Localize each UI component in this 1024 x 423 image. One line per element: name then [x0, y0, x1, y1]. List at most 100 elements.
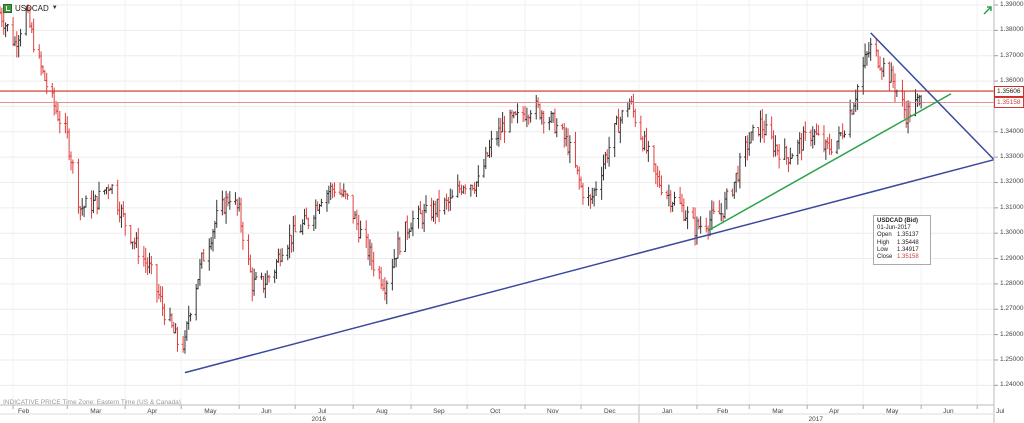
ohlc-bar — [424, 195, 428, 214]
ohlc-bar — [84, 195, 88, 208]
ohlc-bar — [673, 191, 676, 206]
ohlc-bar — [162, 303, 166, 326]
ohlc-bar — [917, 94, 921, 106]
ohlc-bar — [829, 138, 833, 155]
ohlc-bar — [58, 110, 62, 134]
ohlc-bar — [136, 227, 140, 264]
trend-line — [184, 158, 995, 374]
chart-type-icon — [3, 3, 12, 13]
month-label: Jun — [261, 408, 272, 415]
ohlc-bar — [869, 37, 873, 61]
month-label: Oct — [490, 408, 501, 415]
year-label: 2016 — [311, 416, 326, 423]
ohlc-bar — [123, 212, 127, 236]
price-label: 1.34000 — [1000, 127, 1024, 135]
trend-lines — [184, 32, 995, 374]
ohlc-bar — [346, 193, 350, 200]
ohlc-bar — [176, 326, 179, 352]
ohlc-bar — [502, 115, 506, 144]
ohlc-bar — [555, 118, 559, 138]
symbol-label: USDCAD — [15, 3, 49, 13]
month-label: Nov — [547, 408, 559, 415]
info-row-high: High 1.35448 — [877, 239, 919, 246]
ohlc-bar — [476, 165, 480, 187]
ohlc-bar — [254, 271, 258, 281]
month-label: Jul — [318, 408, 327, 415]
ohlc-bar — [777, 144, 781, 169]
month-label: May — [204, 408, 217, 415]
month-label: Sep — [433, 408, 445, 415]
ohlc-bar — [5, 23, 9, 32]
month-label: Jul — [996, 408, 1005, 415]
ohlc-bar — [332, 182, 336, 198]
ohlc-bar — [542, 110, 546, 134]
ohlc-bar — [489, 130, 493, 158]
ohlc-bar — [398, 236, 402, 255]
month-label: Apr — [147, 408, 158, 415]
ohlc-bar — [803, 121, 807, 141]
year-label: 2017 — [808, 416, 823, 423]
ohlc-bar — [411, 210, 415, 237]
trend-line — [707, 93, 952, 232]
month-label: Jan — [661, 408, 673, 415]
price-label: 1.39000 — [1000, 1, 1024, 8]
price-label: 1.24000 — [1000, 381, 1024, 389]
horizontal-levels — [0, 90, 994, 103]
ohlc-bar — [215, 199, 219, 228]
ohlc-bar — [843, 130, 847, 138]
ohlc-info-box: USDCAD (Bid) 01-Jun-2017 Open 1.35137 Hi… — [873, 215, 931, 265]
chevron-down-icon[interactable]: ▼ — [51, 5, 58, 11]
ohlc-bar — [437, 189, 441, 222]
ohlc-bar — [581, 182, 585, 205]
ohlc-bar — [202, 249, 206, 262]
ohlc-bar — [228, 191, 232, 210]
price-label: 1.36000 — [1000, 77, 1024, 85]
ohlc-bars — [0, 4, 923, 354]
ohlc-bar — [908, 101, 912, 123]
price-label: 1.31000 — [1000, 203, 1024, 211]
axes — [0, 0, 995, 423]
info-row-close: Close 1.35158 — [877, 254, 919, 261]
price-label: 1.38000 — [1000, 26, 1024, 34]
ohlc-bar — [189, 312, 193, 322]
plot-area — [0, 0, 994, 400]
ohlc-bar — [516, 103, 520, 124]
price-disclaimer: INDICATIVE PRICE Time Zone: Eastern Time… — [3, 399, 181, 406]
ohlc-bar — [385, 280, 389, 305]
info-date: 01-Jun-2017 — [877, 225, 911, 232]
symbol-selector[interactable]: USDCAD ▼ — [0, 0, 58, 16]
month-label: May — [886, 408, 899, 415]
ohlc-bar — [699, 216, 703, 234]
month-label: Aug — [376, 408, 388, 415]
price-label: 1.29000 — [1000, 254, 1024, 262]
ohlc-bar — [267, 274, 271, 283]
price-label: 1.25000 — [1000, 355, 1024, 363]
ohlc-bar — [686, 206, 690, 230]
ohlc-bar — [529, 110, 533, 123]
month-label: Jun — [943, 408, 954, 415]
ohlc-bar — [97, 181, 101, 210]
grid — [0, 0, 998, 423]
month-label: Mar — [772, 408, 784, 415]
month-label: Feb — [717, 408, 729, 415]
ohlc-bar — [856, 84, 860, 111]
ohlc-bar — [463, 184, 467, 195]
price-label: 1.27000 — [1000, 305, 1024, 313]
ohlc-bar — [751, 124, 755, 141]
price-label: 1.30000 — [1000, 229, 1024, 237]
ohlc-bar — [32, 18, 36, 53]
ohlc-bar — [568, 135, 572, 164]
ohlc-bar — [110, 184, 114, 194]
ohlc-bar — [646, 140, 650, 162]
month-label: Mar — [90, 408, 102, 415]
ohlc-bar — [372, 251, 376, 277]
ohlc-bar — [882, 57, 886, 77]
ohlc-bar — [738, 152, 742, 189]
price-tag: 1.35158 — [994, 96, 1024, 108]
ohlc-bar — [816, 124, 820, 136]
ohlc-bar — [725, 188, 729, 210]
month-label: Feb — [18, 408, 30, 415]
expand-arrow-icon[interactable] — [983, 5, 993, 15]
ohlc-bar — [594, 181, 598, 197]
